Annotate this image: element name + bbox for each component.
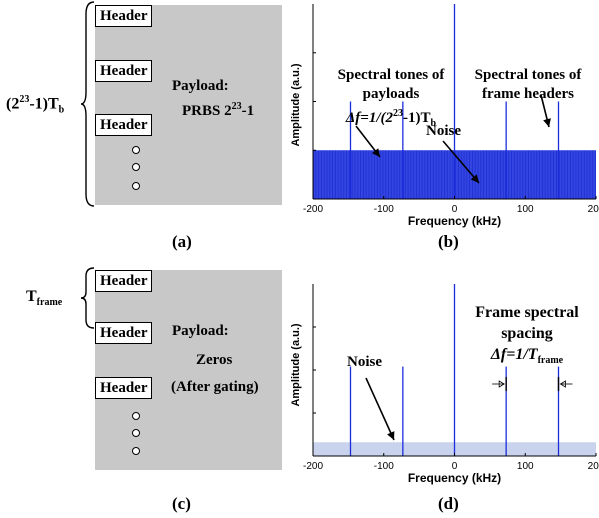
arrow-noise-b	[442, 140, 480, 184]
x-tick-label: 0	[452, 204, 458, 215]
payload-label: Payload:	[172, 323, 229, 339]
ellipsis-dot	[132, 429, 140, 437]
spectrum-chart-d: -200 -100 0 100 200 Frequency (kHz)	[303, 284, 599, 485]
x-axis-label: Frequency (kHz)	[408, 471, 501, 485]
annotation-payload-tones: Spectral tones of payloads Δf=1/(223-1)T…	[337, 67, 445, 129]
annotation-header-tones: Spectral tones of frame headers	[474, 67, 582, 102]
caption-d: (d)	[438, 494, 459, 513]
payload-type-label: PRBS 223-1	[182, 101, 255, 119]
header-label: Header	[95, 5, 153, 27]
x-tick-label: -100	[374, 461, 394, 472]
annotation-noise-b: Noise	[426, 123, 461, 139]
ellipsis-dot	[132, 182, 140, 190]
header-label: Header	[95, 377, 153, 399]
header-label: Header	[95, 322, 153, 344]
arrow-noise-b-head	[470, 174, 479, 183]
spectrum-chart-b: -200 -100 0 100 200 Frequency (kHz)	[303, 4, 599, 228]
ellipsis-dot	[132, 146, 140, 154]
arrow-header-tones-head	[543, 118, 551, 127]
ellipsis-dot	[132, 163, 140, 171]
payload-note-label: (After gating)	[171, 379, 259, 395]
ellipsis-dot	[132, 412, 140, 420]
caption-c: (c)	[172, 494, 191, 513]
spacing-arrow-head	[559, 380, 566, 388]
arrow-noise-d	[365, 377, 395, 441]
header-label: Header	[95, 60, 153, 82]
x-tick-label: 100	[517, 461, 534, 472]
period-label: (223-1)Tb	[6, 94, 65, 116]
ellipsis-dot	[132, 447, 140, 455]
arrow-payload-tones-head	[371, 148, 380, 157]
arrow-noise-d-head	[387, 431, 395, 440]
annotation-noise-d: Noise	[347, 354, 382, 370]
frame-box-a	[95, 5, 282, 205]
annotation-frame-spacing: Frame spectral spacing Δf=1/Tframe	[475, 304, 579, 367]
x-tick-label: 200	[588, 461, 599, 472]
x-tick-label: 100	[517, 204, 534, 215]
frame-period-label: Tframe	[26, 288, 63, 309]
caption-a: (a)	[172, 232, 192, 251]
caption-b: (b)	[438, 232, 459, 251]
frame-box-c	[95, 270, 282, 470]
x-tick-label: -200	[303, 461, 323, 472]
x-axis-label: Frequency (kHz)	[408, 214, 501, 228]
brace-c	[80, 267, 95, 329]
x-tick-label: 0	[452, 461, 458, 472]
header-label: Header	[95, 114, 153, 136]
payload-label: Payload:	[172, 78, 229, 94]
brace-a	[80, 1, 95, 207]
header-label: Header	[95, 270, 153, 292]
x-tick-label: 200	[588, 204, 599, 215]
payload-type-label: Zeros	[196, 352, 233, 368]
spacing-arrow-head	[498, 380, 505, 388]
x-tick-label: -100	[374, 204, 394, 215]
x-tick-label: -200	[303, 204, 323, 215]
